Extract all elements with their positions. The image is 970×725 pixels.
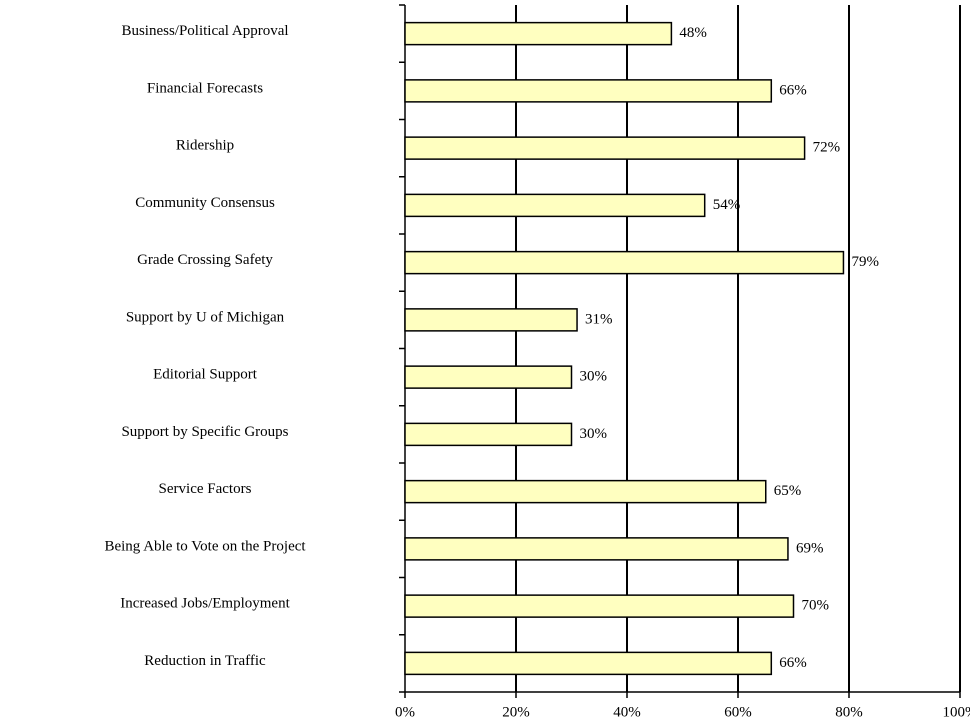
bar (404, 365, 573, 389)
y-tick-label: Financial Forecasts (147, 80, 263, 96)
value-label: 69% (796, 540, 824, 556)
bar (404, 308, 578, 332)
value-label: 31% (585, 311, 613, 327)
bar (404, 193, 706, 218)
x-tick-label: 40% (613, 704, 641, 720)
x-tick-label: 60% (724, 704, 752, 720)
x-tick-label: 100% (943, 704, 970, 720)
value-label: 79% (851, 254, 879, 270)
y-tick-label: Support by U of Michigan (126, 309, 285, 325)
y-tick-label: Increased Jobs/Employment (120, 596, 290, 612)
bar (404, 21, 673, 46)
bar (404, 79, 773, 103)
value-label: 48% (679, 25, 707, 41)
y-tick-label: Business/Political Approval (121, 23, 288, 39)
value-label: 72% (813, 140, 841, 156)
value-label: 65% (774, 483, 802, 499)
value-label: 66% (779, 82, 807, 98)
x-tick-label: 80% (835, 704, 863, 720)
bar (404, 422, 573, 447)
y-tick-label: Community Consensus (135, 195, 275, 211)
bar (404, 537, 789, 561)
y-tick-label: Being Able to Vote on the Project (104, 538, 306, 554)
value-label: 54% (713, 197, 741, 213)
y-tick-label: Ridership (176, 138, 234, 154)
y-tick-label: Reduction in Traffic (144, 653, 266, 669)
bar (404, 594, 795, 618)
y-tick-label: Grade Crossing Safety (137, 252, 273, 268)
bar (404, 479, 767, 504)
value-label: 70% (802, 598, 830, 614)
y-tick-label: Editorial Support (153, 367, 258, 383)
y-tick-label: Support by Specific Groups (121, 424, 288, 440)
x-tick-label: 0% (395, 704, 415, 720)
value-label: 30% (580, 426, 608, 442)
bar (404, 250, 845, 275)
value-label: 66% (779, 655, 807, 671)
y-tick-label: Service Factors (159, 481, 252, 497)
bar (404, 136, 806, 160)
bar (404, 651, 773, 676)
value-label: 30% (580, 369, 608, 385)
x-tick-label: 20% (502, 704, 530, 720)
